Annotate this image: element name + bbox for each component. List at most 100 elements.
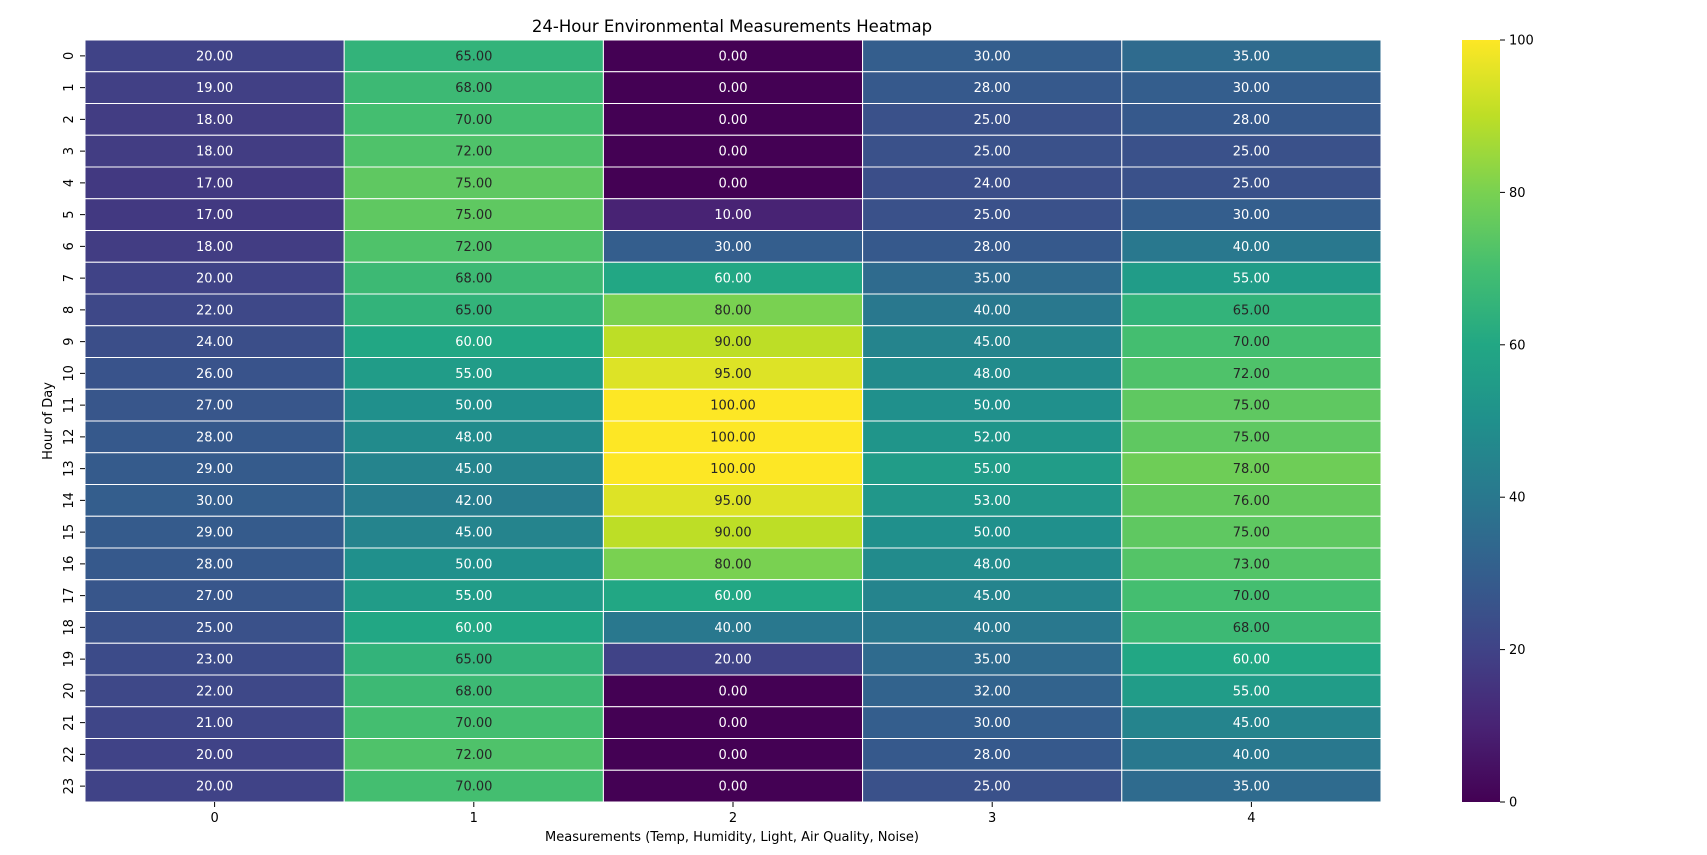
heatmap-cell-r13-c2 [602,452,864,485]
heatmap-cell-r9-c1 [343,325,604,358]
heatmap-cell-label-r13-c0: 29.00 [196,462,233,477]
heatmap-cell-label-r23-c0: 20.00 [196,780,233,795]
heatmap-cell-r9-c2 [602,325,864,358]
heatmap-cell-r13-c3 [862,452,1123,485]
heatmap-cell-label-r12-c3: 52.00 [974,430,1011,445]
heatmap-cell-label-r18-c1: 60.00 [455,621,492,636]
x-tick-label-4: 4 [1247,811,1255,826]
heatmap-cell-r18-c0 [84,611,345,644]
heatmap-cell-label-r17-c0: 27.00 [196,589,233,604]
heatmap-cell-label-r3-c2: 0.00 [719,145,748,160]
heatmap-cell-label-r13-c1: 45.00 [455,462,492,477]
heatmap-cell-label-r10-c1: 55.00 [455,367,492,382]
heatmap-cell-r17-c2 [602,579,864,612]
heatmap-cell-label-r17-c4: 70.00 [1233,589,1270,604]
y-tick-label-17: 17 [62,587,77,604]
heatmap-cell-r0-c0 [84,39,345,73]
heatmap-cell-label-r8-c0: 22.00 [196,303,233,318]
heatmap-cell-r7-c0 [84,261,345,295]
heatmap-cell-label-r7-c3: 35.00 [974,272,1011,287]
heatmap-cell-label-r18-c3: 40.00 [974,621,1011,636]
heatmap-cell-r23-c2 [602,769,864,803]
heatmap-cell-label-r13-c4: 78.00 [1233,462,1270,477]
heatmap-cell-r13-c1 [343,452,604,485]
heatmap-cell-r5-c3 [862,198,1123,231]
heatmap-cell-label-r6-c2: 30.00 [714,240,751,255]
heatmap-cell-label-r12-c4: 75.00 [1233,430,1270,445]
heatmap-cell-r4-c2 [602,166,864,200]
chart-title: 24-Hour Environmental Measurements Heatm… [532,17,932,36]
heatmap-cell-label-r17-c3: 45.00 [974,589,1011,604]
heatmap-cell-r17-c1 [343,579,604,612]
heatmap-cell-r0-c2 [602,39,864,73]
heatmap-cell-label-r4-c1: 75.00 [455,176,492,191]
heatmap-cell-r23-c0 [84,769,345,803]
heatmap-cell-r10-c3 [862,357,1123,390]
heatmap-cell-label-r11-c4: 75.00 [1233,399,1270,414]
heatmap-cell-label-r10-c4: 72.00 [1233,367,1270,382]
y-tick-label-15: 15 [62,524,77,541]
heatmap-cell-label-r20-c1: 68.00 [455,684,492,699]
y-tick-label-14: 14 [62,492,77,509]
heatmap-cell-label-r8-c4: 65.00 [1233,303,1270,318]
heatmap-cell-r16-c3 [862,547,1123,581]
heatmap-cell-r22-c4 [1121,738,1382,771]
heatmap-cell-r12-c4 [1121,420,1382,454]
heatmap-cells: 20.00 65.00 0.00 30.00 35.00 19.00 68.00 0.00 28… [84,39,1382,803]
heatmap-cell-label-r23-c4: 35.00 [1233,780,1270,795]
heatmap-cell-r15-c1 [343,515,604,549]
y-tick-label-18: 18 [62,619,77,636]
heatmap-cell-r9-c0 [84,325,345,358]
x-axis-label: Measurements (Temp, Humidity, Light, Air… [545,830,919,845]
colorbar-tick-label-0: 0 [1509,796,1517,811]
y-tick-label-1: 1 [62,83,77,91]
y-tick-label-20: 20 [62,683,77,700]
y-tick-label-22: 22 [62,746,77,763]
heatmap-cell-label-r8-c2: 80.00 [714,303,751,318]
heatmap-cell-label-r22-c1: 72.00 [455,748,492,763]
heatmap-cell-label-r13-c3: 55.00 [974,462,1011,477]
heatmap-cell-r20-c4 [1121,674,1382,708]
x-tick-label-2: 2 [729,811,737,826]
heatmap-cell-label-r0-c4: 35.00 [1233,49,1270,64]
y-tick-label-12: 12 [62,429,77,446]
heatmap-cell-r4-c1 [343,166,604,200]
heatmap-cell-label-r23-c3: 25.00 [974,780,1011,795]
heatmap-cell-r8-c4 [1121,293,1382,327]
y-tick-label-23: 23 [62,778,77,795]
heatmap-cell-r12-c0 [84,420,345,454]
heatmap-cell-r13-c4 [1121,452,1382,485]
colorbar-tick-label-2: 40 [1509,491,1526,506]
heatmap-cell-label-r18-c4: 68.00 [1233,621,1270,636]
heatmap-cell-r23-c3 [862,769,1123,803]
heatmap-cell-label-r5-c4: 30.00 [1233,208,1270,223]
heatmap-cell-label-r12-c1: 48.00 [455,430,492,445]
heatmap-cell-r17-c4 [1121,579,1382,612]
colorbar-tick-label-5: 100 [1509,34,1534,49]
y-axis-label: Hour of Day [41,382,56,460]
heatmap-cell-label-r10-c0: 26.00 [196,367,233,382]
x-tick-label-3: 3 [988,811,996,826]
heatmap-cell-r1-c4 [1121,71,1382,104]
heatmap-cell-r7-c3 [862,261,1123,295]
heatmap-cell-r22-c2 [602,738,864,771]
y-tick-label-10: 10 [62,365,77,382]
heatmap-cell-label-r9-c4: 70.00 [1233,335,1270,350]
heatmap-cell-r5-c2 [602,198,864,231]
y-tick-label-21: 21 [62,714,77,731]
heatmap-cell-label-r10-c2: 95.00 [714,367,751,382]
heatmap-cell-r15-c0 [84,515,345,549]
heatmap-cell-label-r7-c2: 60.00 [714,272,751,287]
heatmap-cell-label-r8-c1: 65.00 [455,303,492,318]
heatmap-cell-r16-c2 [602,547,864,581]
heatmap-cell-label-r12-c2: 100.00 [710,430,756,445]
y-tick-label-19: 19 [62,651,77,668]
heatmap-cell-label-r22-c3: 28.00 [974,748,1011,763]
y-tick-label-0: 0 [62,52,77,60]
heatmap-cell-label-r15-c1: 45.00 [455,526,492,541]
heatmap-cell-label-r21-c2: 0.00 [719,716,748,731]
heatmap-cell-label-r2-c4: 28.00 [1233,113,1270,128]
heatmap-cell-r10-c2 [602,357,864,390]
heatmap-cell-label-r6-c1: 72.00 [455,240,492,255]
